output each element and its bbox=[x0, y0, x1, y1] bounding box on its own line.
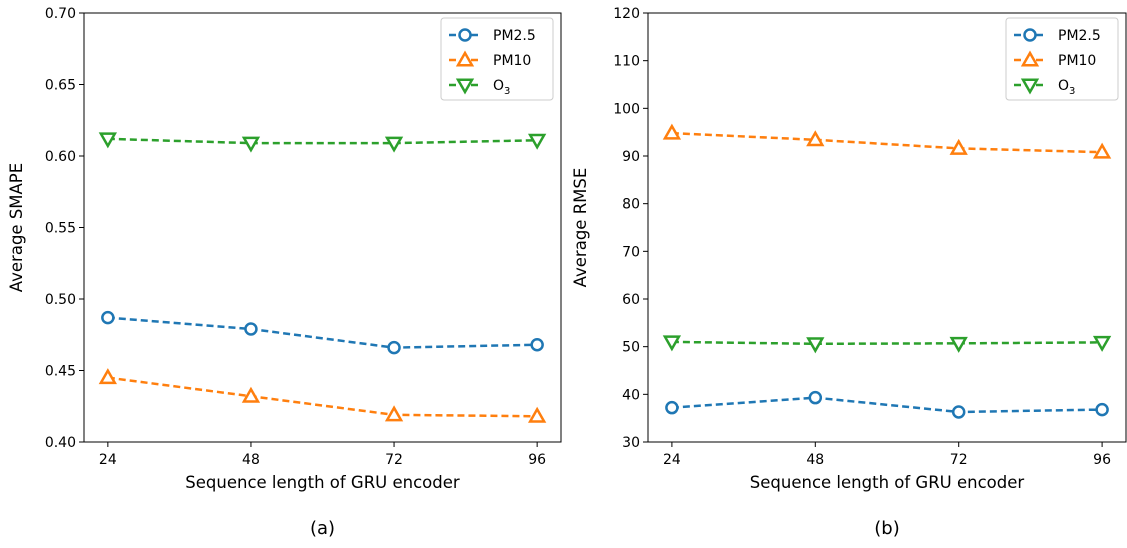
x-tick-label: 24 bbox=[99, 452, 117, 468]
series-line bbox=[107, 316, 538, 349]
y-tick-label: 120 bbox=[613, 6, 640, 22]
y-tick-label: 90 bbox=[622, 149, 640, 165]
data-point bbox=[1092, 142, 1112, 159]
series-pm10 bbox=[98, 368, 547, 423]
x-tick-label: 72 bbox=[950, 452, 968, 468]
data-point bbox=[527, 406, 547, 423]
series-pm25 bbox=[665, 390, 1109, 419]
y-tick-label: 0.65 bbox=[45, 78, 76, 94]
x-tick-label: 48 bbox=[806, 452, 824, 468]
legend-label-subscript: 3 bbox=[1069, 86, 1075, 97]
panel-caption: (b) bbox=[874, 518, 899, 539]
x-axis-label: Sequence length of GRU encoder bbox=[185, 473, 460, 492]
data-point bbox=[241, 386, 261, 403]
data-point bbox=[98, 368, 118, 385]
y-axis-label: Average SMAPE bbox=[7, 163, 26, 292]
y-tick-label: 0.70 bbox=[45, 6, 76, 22]
chart-panel-b: 30 40 50 60 70 80 90 100 110 120 24 48 72 96 Sequence … bbox=[571, 6, 1127, 539]
x-tick-label: 24 bbox=[663, 452, 681, 468]
legend-marker bbox=[455, 50, 475, 67]
legend-item: PM2.5 bbox=[1014, 28, 1101, 44]
x-axis-label: Sequence length of GRU encoder bbox=[750, 473, 1025, 492]
data-point bbox=[806, 337, 825, 354]
legend-marker bbox=[455, 78, 475, 95]
x-tick-label: 48 bbox=[242, 452, 260, 468]
legend-item: PM10 bbox=[449, 50, 531, 69]
legend-marker bbox=[1023, 28, 1037, 42]
data-point bbox=[527, 133, 547, 150]
y-tick-label: 70 bbox=[622, 244, 640, 260]
x-tick-label: 96 bbox=[1093, 452, 1111, 468]
y-tick-label: 0.45 bbox=[45, 364, 76, 380]
x-tick-label: 72 bbox=[385, 452, 403, 468]
data-point bbox=[951, 405, 966, 419]
y-tick-label: 60 bbox=[622, 292, 640, 308]
series-line bbox=[107, 376, 538, 418]
data-point bbox=[244, 322, 258, 336]
y-tick-label: 30 bbox=[622, 435, 640, 451]
y-tick-label: 0.55 bbox=[45, 221, 76, 237]
legend-label-subscript: 3 bbox=[504, 86, 510, 97]
data-point bbox=[949, 336, 968, 353]
data-point bbox=[384, 136, 404, 153]
legend-label: PM2.5 bbox=[493, 28, 536, 44]
y-tick-label: 40 bbox=[622, 387, 640, 403]
y-tick-label: 0.40 bbox=[45, 435, 76, 451]
data-point bbox=[1092, 335, 1112, 352]
data-point bbox=[101, 310, 115, 325]
y-tick-label: 0.50 bbox=[45, 292, 76, 308]
x-tick-label: 96 bbox=[528, 452, 546, 468]
data-point bbox=[98, 132, 118, 149]
series-o3 bbox=[98, 132, 547, 153]
series-pm10 bbox=[662, 123, 1112, 159]
legend-label: PM10 bbox=[1058, 53, 1096, 69]
data-point bbox=[806, 130, 825, 147]
data-point bbox=[384, 405, 404, 422]
series-pm25 bbox=[101, 310, 544, 355]
data-point bbox=[949, 138, 968, 155]
y-tick-label: 80 bbox=[622, 197, 640, 213]
y-tick-label: 110 bbox=[613, 54, 640, 70]
series-o3 bbox=[662, 335, 1112, 354]
legend-marker bbox=[1020, 78, 1040, 95]
data-point bbox=[665, 400, 679, 415]
legend-label: PM10 bbox=[493, 53, 531, 69]
plot-frame bbox=[647, 12, 1127, 443]
series-line bbox=[671, 396, 1103, 414]
data-point bbox=[808, 390, 823, 405]
legend-item: PM10 bbox=[1014, 50, 1096, 69]
chart-panel-a: 0.40 0.45 0.50 0.55 0.60 0.65 0.70 24 48 72 96 Sequ… bbox=[7, 6, 562, 539]
legend-item: PM2.5 bbox=[449, 28, 536, 44]
panel-caption: (a) bbox=[310, 518, 335, 539]
y-axis-label: Average RMSE bbox=[571, 168, 590, 288]
legend-marker bbox=[1020, 50, 1040, 67]
series-line bbox=[107, 137, 538, 145]
y-tick-label: 100 bbox=[613, 101, 640, 117]
y-tick-label: 50 bbox=[622, 340, 640, 356]
series-line bbox=[671, 340, 1103, 346]
series-line bbox=[671, 131, 1103, 154]
legend-label: PM2.5 bbox=[1058, 28, 1101, 44]
data-point bbox=[241, 136, 261, 153]
data-point bbox=[662, 123, 682, 140]
y-tick-label: 0.60 bbox=[45, 149, 76, 165]
legend-marker bbox=[458, 28, 472, 42]
data-point bbox=[662, 335, 682, 352]
data-point bbox=[1095, 402, 1109, 417]
data-point bbox=[530, 338, 544, 352]
data-point bbox=[387, 340, 401, 355]
